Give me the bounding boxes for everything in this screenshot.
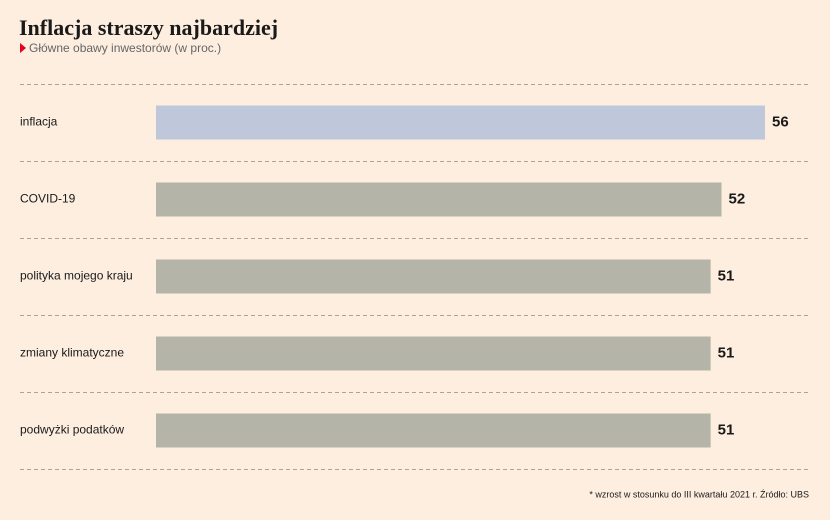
bar bbox=[156, 413, 711, 448]
bar bbox=[156, 105, 765, 140]
chart-title: Inflacja straszy najbardziej bbox=[19, 15, 278, 40]
value-label: 51 bbox=[718, 421, 735, 438]
chart-subtitle: Główne obawy inwestorów (w proc.) bbox=[29, 41, 221, 55]
value-label: 56 bbox=[772, 113, 789, 130]
bar bbox=[156, 182, 722, 217]
subtitle-marker bbox=[20, 43, 26, 53]
category-label: COVID-19 bbox=[20, 192, 76, 206]
bar bbox=[156, 336, 711, 371]
bar bbox=[156, 259, 711, 294]
footnote: * wzrost w stosunku do III kwartału 2021… bbox=[589, 489, 809, 499]
category-label: podwyżki podatków bbox=[20, 423, 124, 437]
category-label: polityka mojego kraju bbox=[20, 269, 133, 283]
category-label: zmiany klimatyczne bbox=[20, 346, 124, 360]
value-label: 51 bbox=[718, 267, 735, 284]
value-label: 52 bbox=[729, 190, 746, 207]
category-label: inflacja bbox=[20, 115, 58, 129]
value-label: 51 bbox=[718, 344, 735, 361]
